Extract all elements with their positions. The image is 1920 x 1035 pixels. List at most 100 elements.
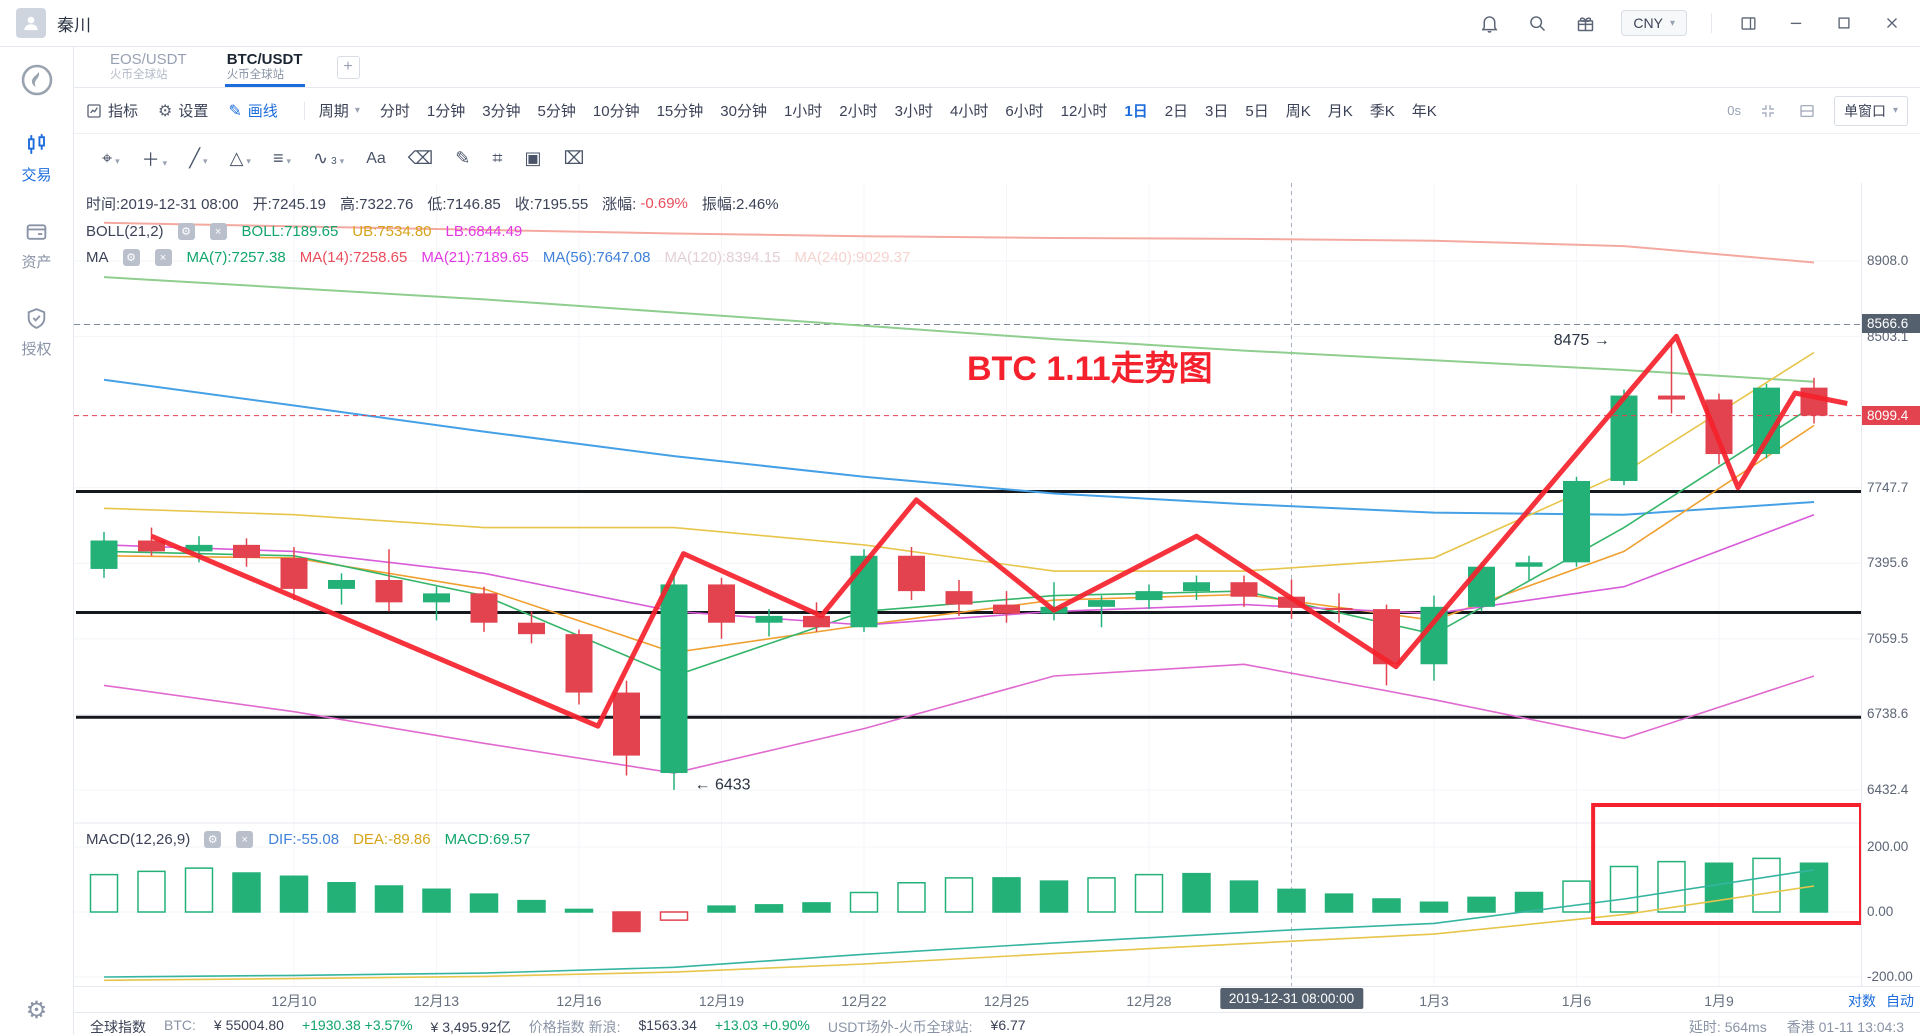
search-icon[interactable] — [1525, 11, 1549, 35]
timeframe-4小时[interactable]: 4小时 — [949, 103, 989, 120]
timeframe-30分钟[interactable]: 30分钟 — [720, 103, 767, 120]
sidebar: 交易 资产 授权 ⚙ — [0, 47, 74, 1035]
indicator-close-icon[interactable]: × — [209, 223, 227, 240]
candlestick-chart[interactable]: BTC 1.11走势图 8475 → ← 6433 — [74, 183, 1920, 1012]
indicators-button[interactable]: 指标 — [86, 100, 138, 121]
macd-bar — [232, 872, 261, 913]
text-tool[interactable]: Aa — [366, 149, 386, 167]
macd-bar — [1372, 898, 1401, 913]
timeframe-list: 分时 1分钟 3分钟 5分钟 10分钟 15分钟 30分钟 1小时 2小时 3小时 4小时 6小时 12… — [380, 100, 1437, 121]
timeframe-2小时[interactable]: 2小时 — [839, 103, 878, 120]
maximize-icon[interactable] — [1832, 11, 1856, 35]
timeframe-10分钟[interactable]: 10分钟 — [592, 103, 640, 120]
timeframe-3小时[interactable]: 3小时 — [894, 103, 933, 120]
currency-value: CNY — [1633, 15, 1663, 31]
draw-lines-button[interactable]: ✎ 画线 — [228, 100, 277, 121]
overlay-MA7 — [103, 404, 1815, 677]
wave-tool[interactable]: ∿ 3 ▾ — [313, 148, 345, 168]
compress-arrows-icon[interactable] — [1756, 99, 1780, 123]
notifications-bell-icon[interactable] — [1477, 11, 1501, 35]
date-axis[interactable]: 对数 自动 12月10 12月13 12月16 12月19 12月22 12月25 12月28… — [74, 986, 1920, 1012]
minimize-icon[interactable] — [1784, 11, 1808, 35]
settings-gear-icon[interactable]: ⚙ — [25, 997, 48, 1024]
crosshair-tool[interactable]: ⌖ ▾ — [102, 148, 120, 168]
period-dropdown[interactable]: 周期 ▾ — [319, 100, 360, 121]
timeframe-2日[interactable]: 2日 — [1164, 103, 1189, 120]
layout-panels-icon[interactable] — [1736, 11, 1760, 35]
date-tick-label: 12月25 — [983, 993, 1030, 1009]
candle-12-20 — [755, 615, 783, 623]
macd-bar — [374, 885, 404, 913]
user-avatar[interactable] — [16, 8, 46, 38]
eraser-tool[interactable]: ⌫ — [407, 148, 434, 168]
main-panel: EOS/USDT 火币全球站 BTC/USDT 火币全球站 + 指标 ⚙ 设置 ✎ 画线… — [74, 47, 1920, 1035]
price-axis[interactable]: 8908.0 8566.6 8503.1 8099.4 7747.7 7395.6 7059… — [1861, 183, 1920, 986]
split-view-icon[interactable] — [1795, 99, 1819, 123]
timeframe-5日[interactable]: 5日 — [1245, 103, 1269, 120]
trendline-tool[interactable]: ╱ ▾ — [189, 148, 208, 168]
timeframe-月K[interactable]: 月K — [1327, 103, 1353, 120]
info-segment: ¥ 55004.80 — [213, 1017, 284, 1033]
candle-12-18 — [660, 584, 688, 774]
tab-BTC/USDT[interactable]: BTC/USDT 火币全球站 — [221, 47, 309, 87]
cursor-cross-tool[interactable]: ＋ ▾ — [141, 149, 168, 170]
snapshot-tool[interactable]: ▣ — [524, 148, 542, 168]
macd-bar — [1752, 857, 1781, 913]
macd-bar — [1229, 880, 1259, 913]
price-axis-label: 6738.6 — [1867, 706, 1909, 722]
window-mode-label: 单窗口 — [1843, 102, 1886, 119]
macd-bar — [327, 882, 356, 913]
tab-pair-label: EOS/USDT — [110, 51, 187, 69]
timeframe-分时[interactable]: 分时 — [379, 103, 410, 120]
delete-drawings-tool[interactable]: ⌧ — [563, 148, 585, 168]
sidebar-item-assets[interactable]: 资产 — [21, 219, 52, 272]
macd-axis-label: -200.00 — [1867, 969, 1913, 984]
indicator-settings-icon[interactable]: ⚙ — [122, 249, 140, 266]
chart-settings-button[interactable]: ⚙ 设置 — [158, 100, 208, 121]
sidebar-item-trade[interactable]: 交易 — [21, 132, 52, 185]
indicator-settings-icon[interactable]: ⚙ — [177, 223, 195, 240]
draw-label: 画线 — [247, 103, 278, 120]
candle-01-04 — [1468, 566, 1495, 607]
window-mode-select[interactable]: 单窗口 ▾ — [1833, 95, 1908, 126]
indicator-close-icon[interactable]: × — [236, 831, 254, 848]
timeframe-3分钟[interactable]: 3分钟 — [482, 103, 521, 120]
timeframe-12小时[interactable]: 12小时 — [1060, 103, 1108, 120]
tab-EOS/USDT[interactable]: EOS/USDT 火币全球站 — [104, 47, 193, 87]
price-axis-label: 6432.4 — [1867, 782, 1909, 797]
add-tab-button[interactable]: + — [336, 55, 360, 79]
candle-12-11 — [328, 579, 355, 589]
candle-12-09 — [233, 544, 260, 558]
timeframe-3日[interactable]: 3日 — [1205, 103, 1229, 120]
sidebar-item-authorization[interactable]: 授权 — [21, 306, 52, 359]
candle-12-27 — [1088, 600, 1115, 607]
indicator-close-icon[interactable]: × — [154, 249, 172, 266]
timeframe-年K[interactable]: 年K — [1411, 103, 1437, 120]
timeframe-6小时[interactable]: 6小时 — [1005, 103, 1044, 120]
timeframe-1分钟[interactable]: 1分钟 — [426, 103, 466, 120]
info-segment: 延时: 564ms — [1688, 1019, 1767, 1035]
tab-venue-label: 火币全球站 — [110, 69, 168, 82]
drawing-toolbar: ⌖ ▾ ＋ ▾ ╱ ▾ △ ▾ ≡ ▾ ∿ 3 ▾ Aa ⌫ ✎ ⌗ ▣ ⌧ — [74, 134, 1920, 183]
macd-bar — [1657, 860, 1686, 913]
parallel-lines-tool[interactable]: ≡ ▾ — [272, 148, 291, 168]
macd-bar — [1419, 901, 1449, 913]
close-icon[interactable] — [1880, 11, 1904, 35]
timeframe-1小时[interactable]: 1小时 — [783, 103, 823, 120]
currency-select[interactable]: CNY ▾ — [1621, 10, 1687, 36]
log-scale-link[interactable]: 对数 — [1848, 993, 1876, 1009]
shape-tool[interactable]: △ ▾ — [229, 148, 251, 168]
macd-bar — [802, 902, 831, 913]
rewards-gift-icon[interactable] — [1573, 11, 1597, 35]
timeframe-5分钟[interactable]: 5分钟 — [537, 103, 576, 120]
timeframe-周K[interactable]: 周K — [1285, 103, 1311, 120]
timeframe-季K[interactable]: 季K — [1369, 103, 1395, 120]
timeframe-1日[interactable]: 1日 — [1124, 103, 1148, 120]
timeframe-15分钟[interactable]: 15分钟 — [656, 103, 704, 120]
huobi-logo-icon[interactable] — [20, 63, 54, 102]
measure-tool[interactable]: ⌗ — [492, 148, 503, 168]
auto-scale-link[interactable]: 自动 — [1886, 993, 1914, 1009]
indicator-settings-icon[interactable]: ⚙ — [204, 831, 222, 848]
brush-tool[interactable]: ✎ — [455, 148, 471, 168]
candle-01-05 — [1515, 562, 1543, 567]
